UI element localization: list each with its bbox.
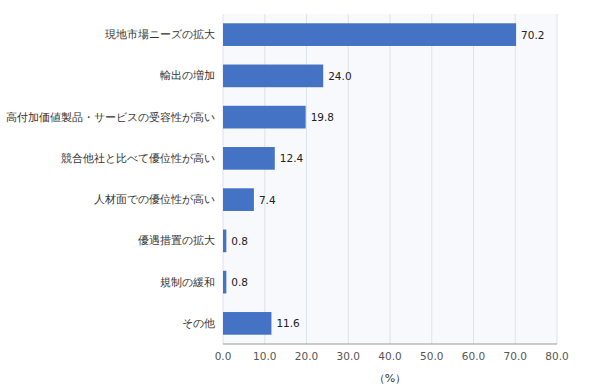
x-tick-label: 60.0 xyxy=(462,350,485,362)
data-label: 0.8 xyxy=(231,235,248,247)
bar xyxy=(223,65,323,88)
x-tick-label: 20.0 xyxy=(295,350,318,362)
data-label: 19.8 xyxy=(311,111,334,123)
x-tick-label: 0.0 xyxy=(215,350,232,362)
category-label: その他 xyxy=(182,317,215,330)
x-tick-label: 40.0 xyxy=(378,350,401,362)
category-label: 高付加価値製品・サービスの受容性が高い xyxy=(6,111,215,124)
grid-line xyxy=(223,14,224,344)
category-label: 現地市場ニーズの拡大 xyxy=(105,28,215,41)
bar xyxy=(223,230,226,253)
chart-svg: 現地市場ニーズの拡大輸出の増加高付加価値製品・サービスの受容性が高い競合他社と比… xyxy=(0,0,597,392)
data-label: 7.4 xyxy=(259,194,276,206)
data-labels: 70.2 24.0 19.8 12.4 7.4 0.8 0.8 11.6 xyxy=(231,29,544,330)
grid-line xyxy=(515,14,516,344)
bar xyxy=(223,188,254,211)
plot-background xyxy=(223,14,557,344)
x-tick-label: 30.0 xyxy=(337,350,360,362)
bar xyxy=(223,312,271,335)
grid-line xyxy=(264,14,265,344)
bar xyxy=(223,106,306,129)
data-label: 24.0 xyxy=(328,70,351,82)
x-axis-label: （%） xyxy=(374,372,406,385)
grid-line xyxy=(557,14,558,344)
data-label: 70.2 xyxy=(521,29,544,41)
bars xyxy=(223,23,516,334)
category-labels: 現地市場ニーズの拡大輸出の増加高付加価値製品・サービスの受容性が高い競合他社と比… xyxy=(6,28,215,330)
bar xyxy=(223,147,275,170)
x-tick-label: 50.0 xyxy=(420,350,443,362)
x-tick-label: 10.0 xyxy=(253,350,276,362)
category-label: 輸出の増加 xyxy=(160,69,215,82)
grid-line xyxy=(431,14,432,344)
category-label: 競合他社と比べて優位性が高い xyxy=(61,152,215,165)
x-tick-label: 80.0 xyxy=(545,350,568,362)
x-tick-labels: 0.0 10.0 20.0 30.0 40.0 50.0 60.0 70.0 80.0 xyxy=(215,350,569,362)
category-label: 優遇措置の拡大 xyxy=(138,234,215,247)
category-label: 規制の緩和 xyxy=(160,276,215,289)
grid-line xyxy=(473,14,474,344)
x-tick-label: 70.0 xyxy=(504,350,527,362)
data-label: 11.6 xyxy=(276,317,300,329)
bar xyxy=(223,23,516,46)
bar xyxy=(223,271,226,294)
category-label: 人材面での優位性が高い xyxy=(94,193,215,206)
data-label: 0.8 xyxy=(231,276,248,288)
grid-line xyxy=(306,14,307,344)
data-label: 12.4 xyxy=(280,152,304,164)
grid xyxy=(223,14,557,344)
grid-line xyxy=(390,14,391,344)
chart-container: 現地市場ニーズの拡大輸出の増加高付加価値製品・サービスの受容性が高い競合他社と比… xyxy=(0,0,597,392)
x-axis-line xyxy=(223,344,557,345)
grid-line xyxy=(348,14,349,344)
